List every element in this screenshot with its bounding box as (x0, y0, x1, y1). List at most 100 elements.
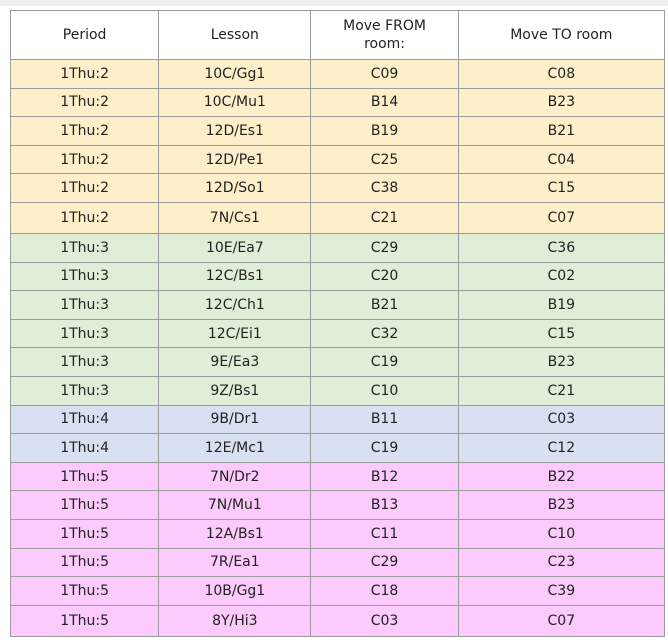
table-row: 1Thu:5 10B/Gg1 C18 C39 (9, 576, 666, 606)
table-row: 1Thu:5 7N/Mu1 B13 B23 (9, 490, 666, 520)
table-row: 1Thu:4 12E/Mc1 C19 C12 (9, 433, 666, 463)
cell-period: 1Thu:3 (9, 375, 160, 406)
cell-lesson: 7R/Ea1 (158, 547, 312, 578)
table-row: 1Thu:2 12D/Es1 B19 B21 (9, 116, 666, 146)
table-body: 1Thu:2 10C/Gg1 C09 C08 1Thu:2 10C/Mu1 B14 B23 1T… (9, 59, 666, 637)
cell-period: 1Thu:5 (9, 604, 160, 637)
cell-move-to: B19 (457, 290, 666, 320)
cell-move-from: B19 (310, 116, 459, 146)
cell-period: 1Thu:2 (9, 59, 160, 89)
table-row: 1Thu:3 9Z/Bs1 C10 C21 (9, 375, 666, 406)
cell-period: 1Thu:3 (9, 318, 160, 349)
cell-lesson: 7N/Cs1 (158, 201, 312, 234)
cell-period: 1Thu:4 (9, 433, 160, 463)
cell-lesson: 12C/Ei1 (158, 318, 312, 349)
cell-period: 1Thu:2 (9, 144, 160, 175)
cell-move-to: B22 (457, 461, 666, 492)
table-row: 1Thu:3 12C/Ch1 B21 B19 (9, 290, 666, 320)
table-header: Period Lesson Move FROM room: Move TO ro… (9, 10, 666, 60)
table-row: 1Thu:2 10C/Mu1 B14 B23 (9, 87, 666, 118)
table-row: 1Thu:5 8Y/Hi3 C03 C07 (9, 604, 666, 637)
cell-lesson: 12A/Bs1 (158, 518, 312, 549)
cell-move-from: B21 (310, 290, 459, 320)
cell-lesson: 7N/Mu1 (158, 490, 312, 520)
table-row: 1Thu:4 9B/Dr1 B11 C03 (9, 404, 666, 435)
header-move-to: Move TO room (457, 10, 666, 60)
table-row: 1Thu:5 12A/Bs1 C11 C10 (9, 518, 666, 549)
cell-move-from: C19 (310, 347, 459, 377)
cell-move-from: B12 (310, 461, 459, 492)
cell-lesson: 12D/Es1 (158, 116, 312, 146)
cell-period: 1Thu:5 (9, 461, 160, 492)
cell-period: 1Thu:2 (9, 173, 160, 203)
cell-lesson: 12E/Mc1 (158, 433, 312, 463)
cell-lesson: 7N/Dr2 (158, 461, 312, 492)
header-lesson: Lesson (158, 10, 312, 60)
table-row: 1Thu:5 7N/Dr2 B12 B22 (9, 461, 666, 492)
cell-move-from: C20 (310, 261, 459, 292)
table-row: 1Thu:2 12D/So1 C38 C15 (9, 173, 666, 203)
cell-period: 1Thu:5 (9, 518, 160, 549)
cell-move-from: B14 (310, 87, 459, 118)
cell-lesson: 12D/Pe1 (158, 144, 312, 175)
cell-move-from: C21 (310, 201, 459, 234)
cell-lesson: 10E/Ea7 (158, 232, 312, 263)
top-border-strip (0, 0, 668, 6)
cell-move-from: C09 (310, 59, 459, 89)
cell-move-from: C29 (310, 232, 459, 263)
cell-move-to: C02 (457, 261, 666, 292)
table-row: 1Thu:3 12C/Ei1 C32 C15 (9, 318, 666, 349)
cell-move-to: C07 (457, 604, 666, 637)
cell-move-to: B23 (457, 347, 666, 377)
table-row: 1Thu:5 7R/Ea1 C29 C23 (9, 547, 666, 578)
cell-lesson: 10C/Gg1 (158, 59, 312, 89)
cell-period: 1Thu:4 (9, 404, 160, 435)
cell-move-to: C15 (457, 318, 666, 349)
cell-period: 1Thu:3 (9, 232, 160, 263)
cell-period: 1Thu:5 (9, 490, 160, 520)
cell-move-to: C39 (457, 576, 666, 606)
cell-move-to: C08 (457, 59, 666, 89)
cell-lesson: 8Y/Hi3 (158, 604, 312, 637)
cell-period: 1Thu:2 (9, 87, 160, 118)
cell-move-from: C38 (310, 173, 459, 203)
cell-move-from: C18 (310, 576, 459, 606)
cell-move-from: B11 (310, 404, 459, 435)
cell-period: 1Thu:3 (9, 261, 160, 292)
table-row: 1Thu:3 12C/Bs1 C20 C02 (9, 261, 666, 292)
cell-move-to: C07 (457, 201, 666, 234)
cell-period: 1Thu:2 (9, 116, 160, 146)
cell-lesson: 9B/Dr1 (158, 404, 312, 435)
cell-move-to: C36 (457, 232, 666, 263)
cell-period: 1Thu:2 (9, 201, 160, 234)
cell-lesson: 10B/Gg1 (158, 576, 312, 606)
header-period: Period (9, 10, 160, 60)
cell-move-to: B23 (457, 490, 666, 520)
header-row: Period Lesson Move FROM room: Move TO ro… (9, 10, 666, 60)
cell-move-to: C04 (457, 144, 666, 175)
cell-move-from: C10 (310, 375, 459, 406)
cell-move-to: C15 (457, 173, 666, 203)
cell-period: 1Thu:5 (9, 547, 160, 578)
cell-move-to: C23 (457, 547, 666, 578)
cell-lesson: 10C/Mu1 (158, 87, 312, 118)
table-row: 1Thu:2 7N/Cs1 C21 C07 (9, 201, 666, 234)
cell-period: 1Thu:5 (9, 576, 160, 606)
cell-lesson: 12C/Bs1 (158, 261, 312, 292)
cell-move-from: C11 (310, 518, 459, 549)
cell-period: 1Thu:3 (9, 347, 160, 377)
cell-lesson: 12D/So1 (158, 173, 312, 203)
table-row: 1Thu:2 10C/Gg1 C09 C08 (9, 59, 666, 89)
cell-lesson: 9E/Ea3 (158, 347, 312, 377)
cell-move-from: C32 (310, 318, 459, 349)
cell-move-to: C10 (457, 518, 666, 549)
cell-lesson: 12C/Ch1 (158, 290, 312, 320)
cell-period: 1Thu:3 (9, 290, 160, 320)
header-move-from: Move FROM room: (310, 10, 459, 60)
cell-move-from: C19 (310, 433, 459, 463)
table-row: 1Thu:2 12D/Pe1 C25 C04 (9, 144, 666, 175)
cell-move-from: B13 (310, 490, 459, 520)
cell-move-from: C29 (310, 547, 459, 578)
cell-lesson: 9Z/Bs1 (158, 375, 312, 406)
cell-move-to: C12 (457, 433, 666, 463)
